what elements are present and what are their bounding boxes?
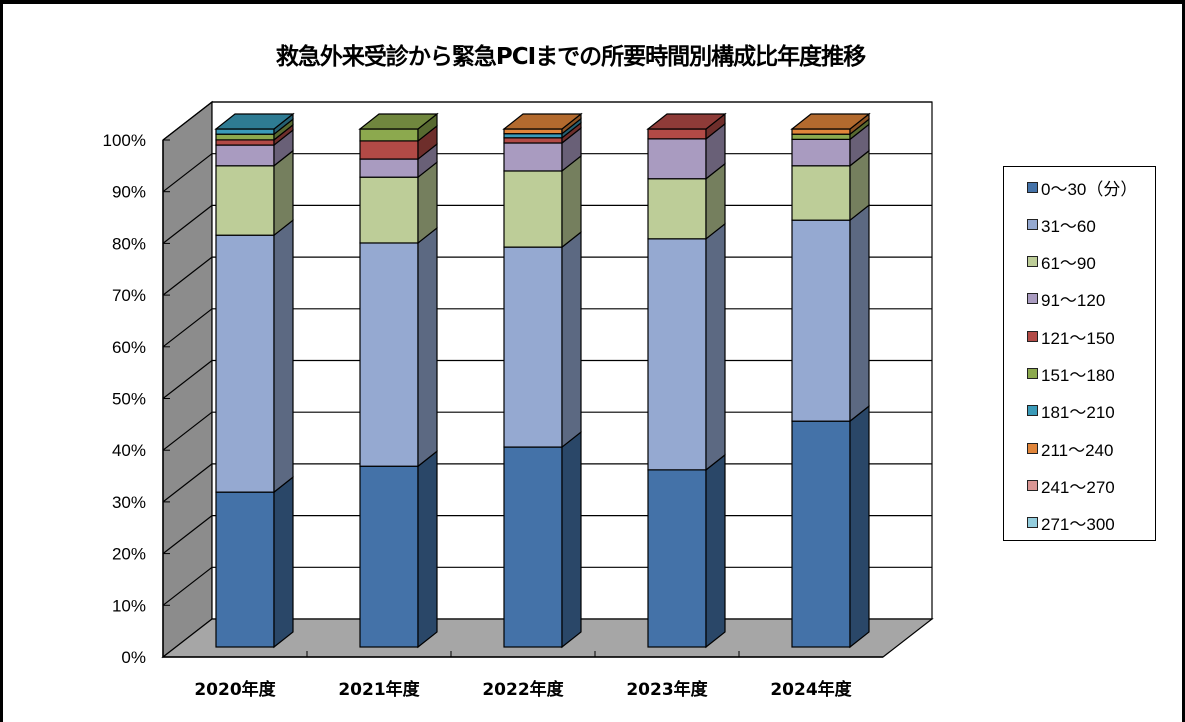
bar-segment bbox=[647, 469, 707, 648]
y-tick-label: 30% bbox=[112, 493, 146, 512]
legend-swatch-icon bbox=[1027, 405, 1038, 417]
bar-segment bbox=[215, 144, 275, 167]
y-tick-label: 20% bbox=[112, 545, 146, 564]
bar-segment bbox=[359, 176, 419, 244]
bar-2024年度 bbox=[790, 112, 871, 649]
legend-item: 31～60 bbox=[1027, 214, 1096, 236]
legend-label: 31～60 bbox=[1041, 216, 1096, 236]
legend-label: 241～270 bbox=[1041, 477, 1115, 497]
bar-2020年度 bbox=[214, 112, 295, 649]
legend-item: 151～180 bbox=[1027, 364, 1115, 385]
bar-segment bbox=[503, 142, 563, 172]
legend-swatch-icon bbox=[1027, 517, 1038, 529]
legend-swatch-icon bbox=[1027, 330, 1038, 342]
x-tick-label: 2020年度 bbox=[194, 679, 276, 700]
legend-swatch-icon bbox=[1027, 479, 1038, 491]
y-tick-label: 10% bbox=[112, 596, 146, 615]
x-tick-label: 2023年度 bbox=[626, 679, 708, 700]
x-tick-label: 2021年度 bbox=[338, 679, 420, 700]
legend-item: 211～240 bbox=[1027, 438, 1114, 460]
y-tick-label: 60% bbox=[112, 338, 146, 357]
legend-label: 181～210 bbox=[1041, 403, 1115, 423]
bar-segment bbox=[791, 219, 851, 422]
bar-segment bbox=[503, 446, 563, 648]
bar-segment bbox=[359, 140, 419, 160]
legend-swatch-icon bbox=[1027, 256, 1038, 268]
bar-segment bbox=[791, 165, 851, 221]
legend-item: 181～210 bbox=[1027, 401, 1115, 423]
legend-swatch-icon bbox=[1027, 293, 1038, 305]
legend-swatch-icon bbox=[1027, 218, 1038, 230]
bar-segment bbox=[503, 170, 563, 248]
bar-segment bbox=[215, 133, 275, 141]
legend-swatch-icon bbox=[1027, 368, 1038, 379]
legend-label: 0～30（分） bbox=[1041, 179, 1138, 199]
y-tick-label: 90% bbox=[112, 183, 146, 202]
y-tick-label: 50% bbox=[112, 390, 146, 409]
legend-label: 61～90 bbox=[1041, 254, 1096, 274]
y-tick-label: 40% bbox=[112, 441, 146, 460]
y-tick-label: 0% bbox=[121, 648, 146, 667]
y-tick-label: 80% bbox=[112, 234, 146, 253]
bar-2022年度 bbox=[502, 112, 583, 649]
bar-2021年度 bbox=[358, 112, 439, 649]
bar-2023年度 bbox=[646, 112, 727, 649]
bar-segment bbox=[647, 128, 707, 140]
y-tick-label: 100% bbox=[103, 131, 146, 150]
legend-label: 211～240 bbox=[1041, 440, 1114, 460]
bar-segment bbox=[647, 238, 707, 471]
legend-label: 91～120 bbox=[1041, 291, 1106, 311]
x-tick-label: 2024年度 bbox=[770, 679, 852, 700]
bar-segment bbox=[791, 420, 851, 648]
bar-segment bbox=[503, 133, 563, 139]
bar-segment bbox=[791, 138, 851, 167]
bar-segment bbox=[359, 465, 419, 648]
legend-swatch-icon bbox=[1027, 181, 1038, 193]
bar-segment bbox=[359, 242, 419, 467]
bar-segment bbox=[503, 246, 563, 448]
bar-segment bbox=[503, 128, 563, 135]
legend-label: 151～180 bbox=[1041, 366, 1115, 385]
legend-item: 121～150 bbox=[1027, 326, 1115, 348]
bar-segment bbox=[215, 139, 275, 146]
y-tick-label: 70% bbox=[112, 286, 146, 305]
bar-segment bbox=[647, 178, 707, 240]
bar-segment bbox=[503, 137, 563, 144]
bar-segment bbox=[215, 491, 275, 648]
legend-item: 271～300 bbox=[1027, 513, 1115, 535]
bar-segment bbox=[359, 128, 419, 142]
legend-item: 91～120 bbox=[1027, 289, 1106, 311]
bar-segment bbox=[359, 158, 419, 178]
chart-title: 救急外来受診から緊急PCIまでの所要時間別構成比年度推移 bbox=[275, 44, 866, 70]
bar-segment bbox=[791, 133, 851, 140]
bar-segment bbox=[215, 128, 275, 135]
bar-segment bbox=[215, 234, 275, 493]
legend-swatch-icon bbox=[1027, 442, 1038, 454]
x-tick-label: 2022年度 bbox=[482, 679, 564, 700]
legend-item: 241～270 bbox=[1027, 475, 1115, 497]
legend-label: 271～300 bbox=[1041, 515, 1115, 535]
bar-segment bbox=[215, 165, 275, 236]
legend-item: 61～90 bbox=[1027, 252, 1096, 274]
bar-segment bbox=[647, 138, 707, 180]
legend-label: 121～150 bbox=[1041, 328, 1115, 348]
bar-segment bbox=[791, 128, 851, 135]
legend-item: 0～30（分） bbox=[1027, 177, 1138, 199]
chart-legend: 0～30（分） 31～60 61～90 91～120 121～150 151～180 181… bbox=[1003, 166, 1156, 541]
